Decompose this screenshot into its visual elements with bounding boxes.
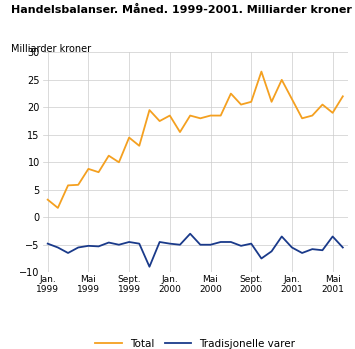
Total <box>249 100 253 104</box>
Line: Total: Total <box>48 72 343 208</box>
Tradisjonelle varer <box>86 244 91 248</box>
Total <box>300 116 304 120</box>
Tradisjonelle varer <box>229 240 233 244</box>
Total <box>331 111 335 115</box>
Total <box>137 144 141 148</box>
Total <box>56 206 60 210</box>
Legend: Total, Tradisjonelle varer: Total, Tradisjonelle varer <box>95 339 295 349</box>
Total <box>117 160 121 164</box>
Tradisjonelle varer <box>127 240 131 244</box>
Total <box>106 154 111 158</box>
Total <box>310 113 315 118</box>
Tradisjonelle varer <box>280 235 284 239</box>
Total <box>127 135 131 140</box>
Total <box>188 113 192 118</box>
Tradisjonelle varer <box>147 265 152 269</box>
Total <box>147 108 152 112</box>
Tradisjonelle varer <box>310 247 315 251</box>
Total <box>219 113 223 118</box>
Tradisjonelle varer <box>97 244 101 248</box>
Total <box>320 103 324 107</box>
Tradisjonelle varer <box>249 242 253 246</box>
Tradisjonelle varer <box>178 243 182 247</box>
Tradisjonelle varer <box>208 243 213 247</box>
Tradisjonelle varer <box>56 245 60 250</box>
Tradisjonelle varer <box>117 243 121 247</box>
Total <box>259 69 263 74</box>
Tradisjonelle varer <box>45 242 50 246</box>
Total <box>97 170 101 174</box>
Tradisjonelle varer <box>300 251 304 255</box>
Text: Handelsbalanser. Måned. 1999-2001. Milliarder kroner: Handelsbalanser. Måned. 1999-2001. Milli… <box>11 5 351 15</box>
Total <box>239 103 243 107</box>
Total <box>66 183 70 187</box>
Total <box>168 113 172 118</box>
Total <box>198 116 202 120</box>
Tradisjonelle varer <box>239 244 243 248</box>
Total <box>86 167 91 171</box>
Total <box>158 119 162 123</box>
Tradisjonelle varer <box>259 257 263 261</box>
Tradisjonelle varer <box>320 248 324 252</box>
Tradisjonelle varer <box>137 242 141 246</box>
Text: Milliarder kroner: Milliarder kroner <box>11 44 91 54</box>
Tradisjonelle varer <box>290 245 294 250</box>
Total <box>269 100 274 104</box>
Tradisjonelle varer <box>331 235 335 239</box>
Total <box>341 94 345 98</box>
Tradisjonelle varer <box>158 240 162 244</box>
Total <box>45 198 50 202</box>
Tradisjonelle varer <box>198 243 202 247</box>
Tradisjonelle varer <box>341 245 345 250</box>
Tradisjonelle varer <box>219 240 223 244</box>
Total <box>178 130 182 134</box>
Tradisjonelle varer <box>188 232 192 236</box>
Total <box>208 113 213 118</box>
Total <box>76 183 80 187</box>
Total <box>229 91 233 96</box>
Total <box>290 97 294 101</box>
Tradisjonelle varer <box>76 245 80 250</box>
Tradisjonelle varer <box>168 242 172 246</box>
Line: Tradisjonelle varer: Tradisjonelle varer <box>48 234 343 267</box>
Tradisjonelle varer <box>106 240 111 245</box>
Total <box>280 78 284 82</box>
Tradisjonelle varer <box>66 251 70 255</box>
Tradisjonelle varer <box>269 249 274 253</box>
